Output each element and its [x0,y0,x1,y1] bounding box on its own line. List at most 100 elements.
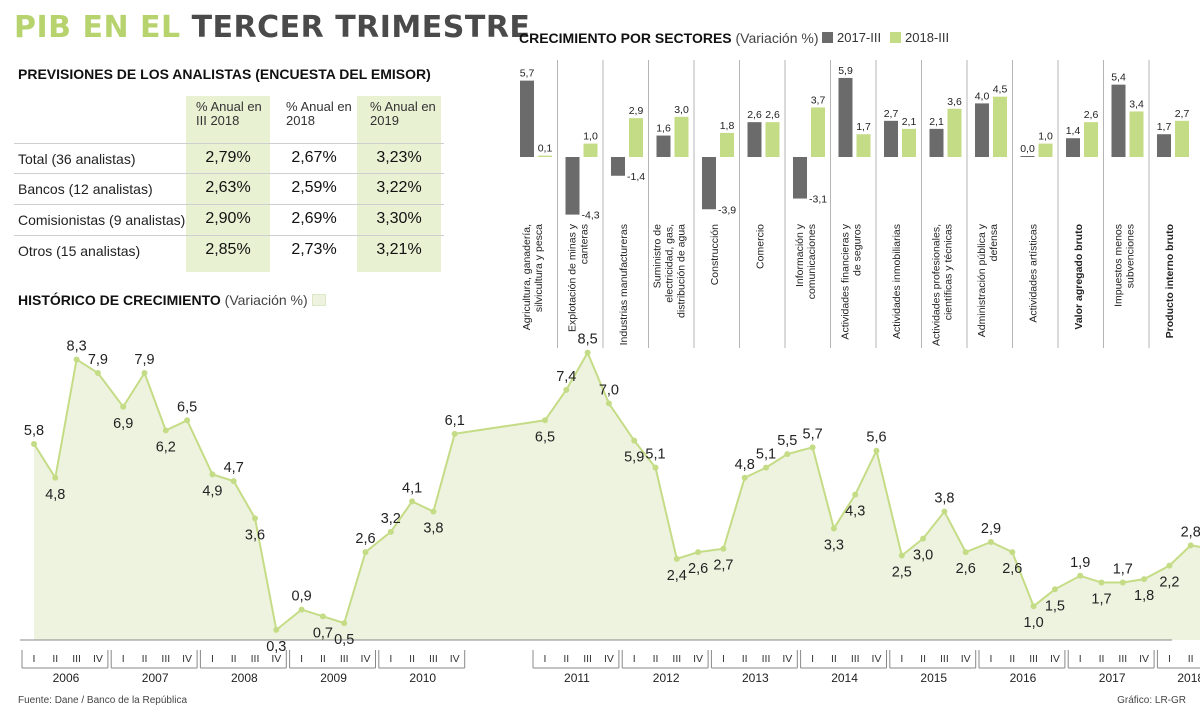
bar-value-label: 4,5 [993,84,1008,96]
sector-category-label: Explotación de minas ycanteras [567,223,591,332]
history-value-label: 2,5 [892,565,912,581]
bar-value-label: 2,6 [765,109,780,121]
bar-2017 [611,157,625,176]
history-value-label: 0,7 [313,625,333,641]
quarter-label: II [52,653,58,665]
bar-2018 [720,132,734,157]
sector-category-label: Actividades profesionales,científicas y … [931,224,955,346]
bar-value-label: 2,6 [1084,109,1099,121]
year-label: 2010 [409,671,436,685]
quarter-label: II [1099,653,1105,665]
quarter-label: I [1079,653,1082,665]
history-point [52,474,59,481]
bar-2017 [929,128,944,157]
page-title: PIB EN EL TERCER TRIMESTRE [14,10,530,45]
history-value-label: 3,8 [934,491,954,507]
forecast-row: Bancos (12 analistas) 2,63% 2,59% 3,22% [14,173,444,204]
history-value-label: 6,9 [113,416,133,432]
bar-value-label: 2,1 [929,116,944,128]
quarter-label: III [161,653,170,665]
quarter-label: II [1188,653,1194,665]
bar-value-label: 5,7 [520,68,535,80]
bar-2018 [1084,122,1098,157]
history-value-label: 5,1 [756,447,776,463]
bar-value-label: 1,0 [583,131,598,143]
history-point [184,417,191,424]
quarter-label: III [251,653,260,665]
forecast-value: 2,85% [205,241,251,258]
bar-value-label: 3,4 [1129,98,1144,110]
history-point [1009,549,1016,556]
bar-2018 [765,122,780,157]
bar-value-label: 0,0 [1020,143,1035,155]
legend-label: 2018-III [905,30,950,45]
history-point [409,498,416,505]
forecast-row: Total (36 analistas) 2,79% 2,67% 3,23% [14,143,444,174]
bar-value-label: 3,7 [811,94,826,106]
quarter-label: IV [693,653,703,665]
history-value-label: 1,8 [1134,588,1154,604]
history-value-label: 1,0 [1024,615,1044,631]
quarter-label: IV [271,653,281,665]
quarter-label: IV [1050,653,1060,665]
quarter-label: I [722,653,725,665]
sectors-heading: CRECIMIENTO POR SECTORES (Variación %) [519,30,819,46]
legend-2018: 2018-III [890,30,949,45]
highlight-col-3 [357,96,441,272]
history-point [695,549,702,556]
history-value-label: 3,6 [245,527,265,543]
history-value-label: 2,4 [667,568,687,584]
quarter-label: III [940,653,949,665]
history-point [852,491,859,498]
quarter-label: III [583,653,592,665]
forecast-value: 3,22% [376,179,422,196]
bar-2017 [793,157,807,199]
history-heading: HISTÓRICO DE CRECIMIENTO (Variación %) [18,292,330,308]
forecast-value: 2,67% [291,149,337,166]
quarter-label: I [211,653,214,665]
history-value-label: 4,1 [402,480,422,496]
history-point [230,478,237,485]
history-value-label: 8,3 [67,338,87,354]
sector-category-label: Valor agregado bruto [1073,224,1085,330]
history-value-label: 6,5 [535,429,555,445]
forecast-heading: PREVISIONES DE LOS ANALISTAS (ENCUESTA D… [18,66,431,82]
bar-2017 [884,120,898,157]
history-value-label: 7,4 [556,369,576,385]
history-point [1141,576,1148,583]
bar-2017 [1111,84,1126,157]
quarter-label: IV [450,653,460,665]
quarter-label: III [762,653,771,665]
history-value-label: 2,8 [1181,524,1200,540]
bar-value-label: 1,4 [1066,125,1081,137]
history-point [920,535,927,542]
history-point [988,538,994,545]
quarter-label: IV [182,653,192,665]
sector-category-label: Impuestos menossubvenciones [1113,224,1137,307]
forecast-value: 2,73% [291,241,337,258]
history-point [387,528,394,535]
year-label: 2009 [320,671,347,685]
quarter-label: I [811,653,814,665]
year-label: 2018 [1177,671,1200,685]
bar-2018 [947,108,962,157]
bar-value-label: 3,0 [674,104,689,116]
quarter-label: II [142,653,148,665]
quarter-label: IV [361,653,371,665]
history-point [809,444,816,451]
history-point [584,349,591,356]
forecast-row-label: Total (36 analistas) [18,151,136,167]
quarter-label: I [900,653,903,665]
bar-2017 [1020,156,1035,157]
bar-2017 [1066,138,1080,157]
bar-value-label: 2,1 [902,116,917,128]
forecast-value: 3,30% [376,210,422,227]
forecast-value: 2,90% [205,210,251,227]
bar-value-label: 2,7 [884,108,899,120]
sectors-bar-chart: 5,7 0,1 Agricultura, ganadería,silvicultur… [520,60,1189,348]
history-point [898,552,905,559]
forecast-row: Otros (15 analistas) 2,85% 2,73% 3,21% [14,235,444,266]
forecast-value: 2,59% [291,179,337,196]
bar-value-label: -1,4 [627,171,645,183]
history-value-label: 1,7 [1091,592,1111,608]
